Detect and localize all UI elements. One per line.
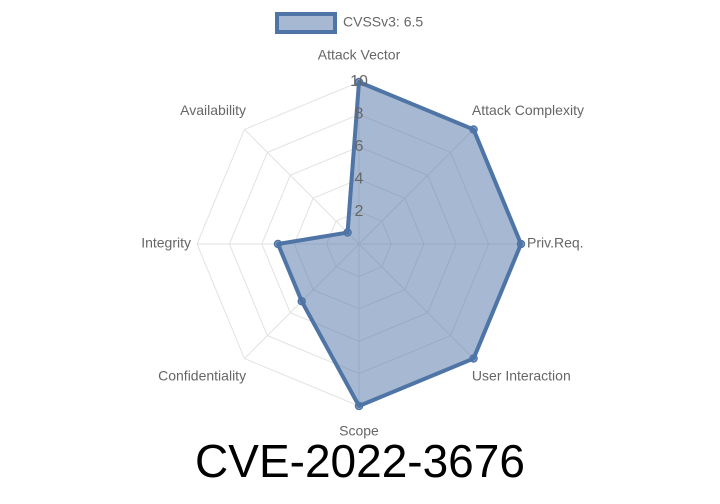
- data-point: [469, 354, 478, 363]
- data-point: [354, 77, 364, 87]
- tick-label: 2: [355, 203, 364, 220]
- legend-label: CVSSv3: 6.5: [343, 14, 423, 30]
- tick-label: 10: [350, 73, 368, 90]
- axis-label: Integrity: [141, 235, 191, 251]
- data-point: [297, 297, 306, 306]
- axis-label: Scope: [339, 423, 379, 439]
- axis-label: Confidentiality: [158, 368, 246, 384]
- axis-label: Availability: [180, 102, 246, 118]
- axis-label: Attack Complexity: [472, 102, 584, 118]
- legend-swatch: [275, 12, 337, 34]
- chart-title: CVE-2022-3676: [195, 435, 525, 487]
- tick-label: 4: [355, 170, 364, 187]
- tick-label: 6: [355, 138, 364, 155]
- data-point: [273, 239, 283, 249]
- spoke: [244, 129, 360, 245]
- axis-label: Priv.Req.: [527, 235, 584, 251]
- series-area: [276, 80, 523, 408]
- axis-label: Attack Vector: [318, 47, 401, 63]
- data-point: [343, 228, 352, 237]
- data-point: [354, 401, 364, 411]
- axis-label: User Interaction: [472, 368, 571, 384]
- tick-label: 8: [355, 106, 364, 123]
- data-point: [516, 239, 526, 249]
- data-point: [469, 125, 478, 134]
